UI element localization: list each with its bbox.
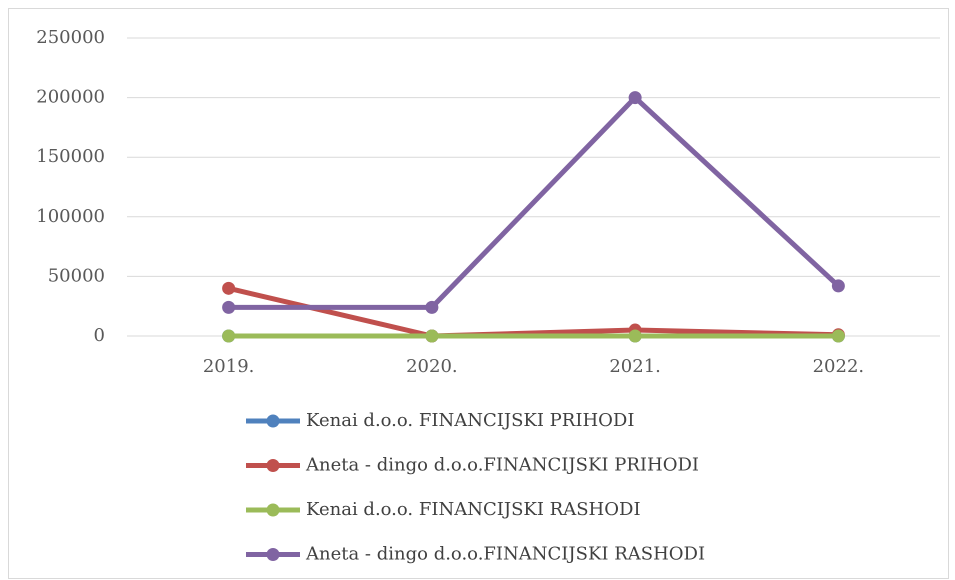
legend-label: Kenai d.o.o. FINANCIJSKI RASHODI	[306, 499, 641, 520]
series-line	[228, 95, 841, 310]
y-tick-label: 100000	[36, 206, 105, 227]
y-tick-label: 50000	[48, 265, 105, 286]
series-marker	[628, 329, 642, 343]
x-tick-label: 2022.	[813, 356, 865, 377]
x-tick-label: 2019.	[203, 356, 255, 377]
x-tick-label: 2020.	[406, 356, 458, 377]
series-marker	[425, 329, 439, 343]
legend-label: Kenai d.o.o. FINANCIJSKI PRIHODI	[306, 410, 634, 431]
series-marker	[831, 329, 845, 343]
legend-marker	[266, 459, 280, 472]
y-tick-label: 250000	[36, 27, 105, 48]
legend-marker	[266, 414, 280, 428]
series-marker	[425, 300, 439, 314]
series-line	[228, 285, 839, 339]
x-tick-label: 2021.	[609, 356, 661, 377]
y-tick-label: 200000	[36, 87, 105, 108]
y-tick-label: 150000	[36, 146, 105, 167]
series-marker	[831, 279, 845, 293]
legend: Kenai d.o.o. FINANCIJSKI PRIHODI Aneta - …	[246, 410, 705, 565]
chart-frame	[8, 8, 949, 579]
legend-label: Aneta - dingo d.o.o.FINANCIJSKI RASHODI	[305, 544, 705, 565]
series-marker	[628, 91, 642, 105]
legend-marker	[266, 548, 280, 561]
series-marker	[222, 329, 236, 343]
y-tick-label: 0	[94, 325, 105, 346]
legend-label: Aneta - dingo d.o.o.FINANCIJSKI PRIHODI	[305, 455, 699, 476]
legend-marker	[266, 503, 280, 517]
series-marker	[222, 300, 236, 314]
series-marker	[222, 281, 236, 295]
